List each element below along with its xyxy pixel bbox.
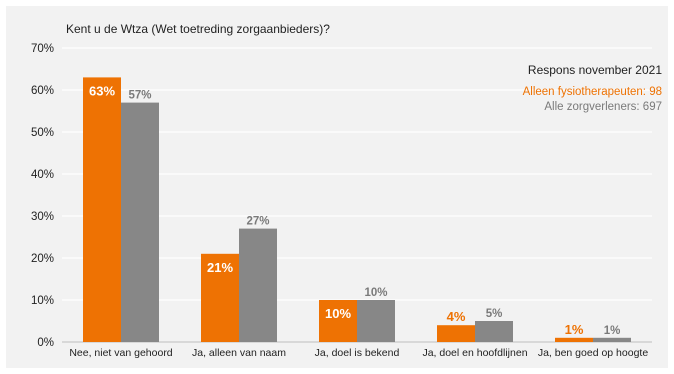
x-category-label: Ja, doel is bekend [315, 347, 400, 359]
y-tick-label: 60% [31, 85, 54, 97]
bar-fysio [555, 337, 593, 342]
x-category-label: Ja, alleen van naam [192, 347, 286, 359]
data-label-fysio: 1% [565, 322, 584, 337]
legend-series-fysio: Alleen fysiotherapeuten: 98 [522, 86, 662, 98]
legend-title: Respons november 2021 [527, 63, 662, 77]
bar-fysio [319, 300, 357, 342]
x-category-label: Ja, doel en hoofdlijnen [422, 347, 527, 359]
legend-series-alle: Alle zorgverleners: 697 [544, 101, 662, 113]
bar-alle [357, 300, 395, 342]
chart-title: Kent u de Wtza (Wet toetreding zorgaanbi… [66, 22, 330, 36]
y-tick-label: 20% [31, 253, 54, 265]
data-label-fysio: 4% [447, 309, 466, 324]
bar-alle [475, 321, 513, 342]
legend: Respons november 2021 Alleen fysiotherap… [523, 63, 662, 115]
y-tick-label: 50% [31, 127, 54, 139]
bar-alle [593, 337, 631, 342]
bar-alle [121, 102, 159, 342]
y-tick-label: 70% [31, 43, 54, 55]
x-category-label: Nee, niet van gehoord [69, 347, 172, 359]
y-tick-label: 40% [31, 169, 54, 181]
data-label-fysio: 10% [325, 306, 351, 321]
data-label-alle: 27% [246, 216, 269, 228]
data-label-alle: 5% [486, 308, 503, 320]
y-tick-label: 10% [31, 295, 54, 307]
data-label-alle: 1% [604, 325, 621, 337]
bar-fysio [437, 325, 475, 342]
bar-fysio [201, 253, 239, 342]
data-label-fysio: 21% [207, 260, 233, 275]
data-label-fysio: 63% [89, 83, 115, 98]
data-label-alle: 57% [128, 90, 151, 102]
y-tick-label: 0% [37, 337, 54, 349]
data-label-alle: 10% [364, 287, 387, 299]
bar-alle [239, 228, 277, 342]
y-tick-label: 30% [31, 211, 54, 223]
x-category-label: Ja, ben goed op hoogte [538, 347, 649, 359]
bar-fysio [83, 77, 121, 343]
